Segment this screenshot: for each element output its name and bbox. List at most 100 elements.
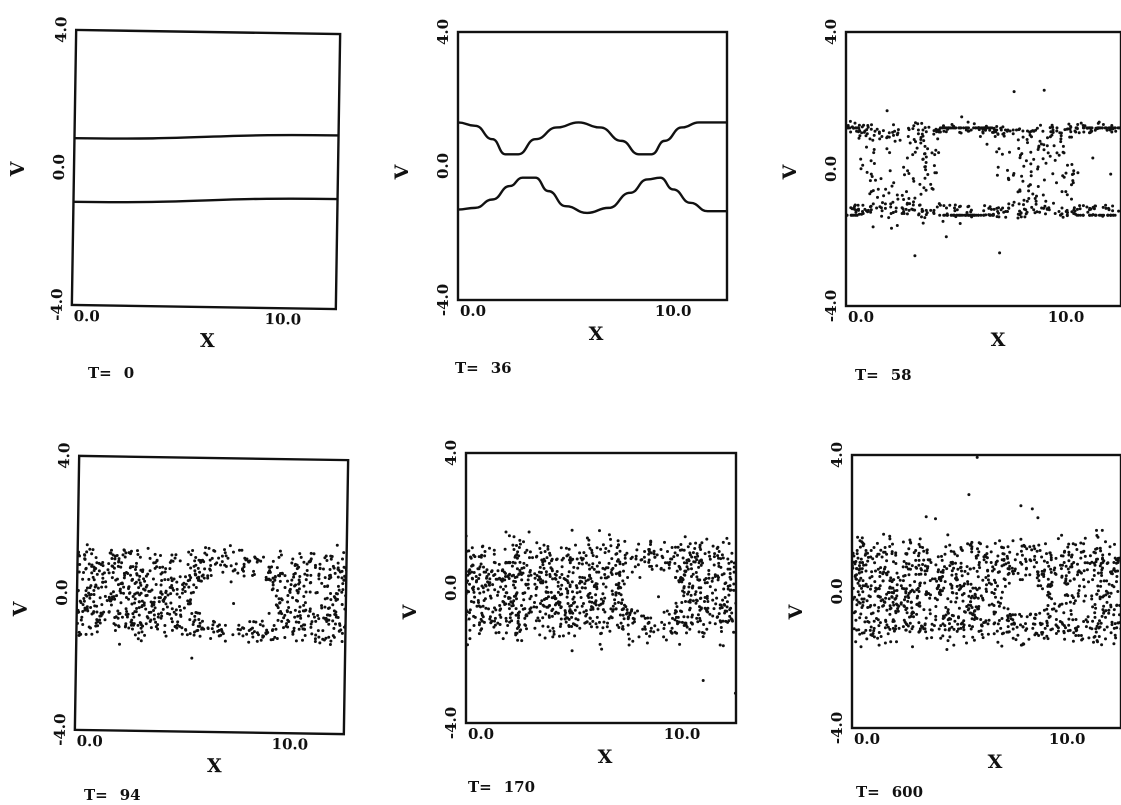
data-point [1077, 131, 1081, 135]
data-point [957, 616, 960, 620]
data-point [662, 610, 666, 614]
data-point [922, 549, 926, 553]
data-point [681, 589, 685, 593]
data-point [1094, 560, 1098, 564]
data-point [951, 591, 955, 595]
data-point [717, 556, 720, 560]
data-point [109, 599, 113, 603]
data-point [929, 208, 933, 212]
data-point [1103, 126, 1107, 130]
data-point [727, 542, 731, 545]
data-point [198, 570, 202, 574]
data-point [1079, 634, 1083, 637]
data-point [908, 538, 912, 542]
data-point [90, 571, 94, 575]
data-point [294, 639, 298, 643]
data-point [1091, 205, 1095, 209]
data-point [583, 576, 587, 580]
data-point [950, 586, 954, 590]
data-point [733, 691, 736, 695]
data-point [1074, 629, 1078, 633]
data-point [236, 627, 240, 631]
data-point [139, 568, 143, 572]
data-point [717, 550, 721, 553]
data-point [1055, 129, 1059, 133]
data-point [331, 603, 335, 607]
data-point [164, 591, 168, 595]
data-point [1094, 627, 1098, 631]
data-point [1079, 556, 1083, 560]
data-point [987, 126, 991, 130]
data-point [921, 157, 925, 161]
data-point [1024, 208, 1028, 212]
data-point [1024, 557, 1027, 561]
data-point [921, 563, 925, 566]
data-point [1001, 206, 1005, 210]
data-point [871, 225, 875, 229]
data-point [1011, 627, 1015, 631]
data-point [925, 569, 929, 573]
data-point [996, 584, 999, 588]
data-point [857, 136, 861, 140]
data-point [291, 557, 295, 561]
data-point [299, 616, 303, 620]
data-point [1101, 214, 1105, 218]
data-point [720, 553, 724, 557]
data-point [852, 586, 855, 590]
data-point [936, 137, 940, 141]
data-point [482, 620, 486, 624]
data-point [337, 588, 341, 592]
data-point [492, 548, 496, 552]
data-point [626, 632, 630, 636]
data-point [210, 627, 214, 631]
data-point [883, 546, 887, 549]
data-point [292, 575, 296, 579]
data-point [665, 609, 669, 613]
data-point [593, 600, 597, 604]
data-point [992, 592, 996, 595]
data-point [198, 621, 202, 625]
data-point [925, 551, 929, 555]
data-point [109, 603, 113, 607]
data-point [688, 627, 692, 631]
x-tick-label: 0.0 [77, 732, 103, 750]
data-point [876, 567, 880, 571]
data-point [496, 577, 499, 581]
data-point [1059, 137, 1063, 141]
data-point [277, 597, 281, 601]
data-point [977, 586, 981, 590]
data-point [872, 162, 876, 165]
data-point [936, 570, 940, 574]
data-point [722, 603, 726, 606]
data-point [891, 620, 895, 623]
data-point [242, 562, 246, 566]
data-point [1082, 620, 1086, 623]
data-point [515, 556, 519, 560]
data-point [721, 644, 725, 648]
data-point [917, 563, 921, 567]
data-point [1015, 128, 1018, 132]
data-point [1025, 547, 1029, 551]
data-point [926, 147, 930, 151]
data-point [1011, 203, 1015, 207]
data-point [860, 586, 863, 590]
data-point [291, 632, 295, 636]
data-point [886, 632, 890, 636]
data-point [918, 545, 922, 549]
data-point [970, 550, 974, 554]
data-point [979, 618, 983, 621]
data-point [137, 613, 141, 617]
data-point [181, 583, 185, 587]
data-point [302, 584, 306, 588]
data-point [884, 596, 888, 600]
data-point [286, 600, 290, 604]
data-point [153, 552, 157, 556]
data-point [940, 554, 943, 558]
data-point [944, 613, 948, 617]
data-point [514, 592, 518, 596]
data-point [337, 629, 341, 633]
data-point [1077, 634, 1081, 637]
data-point [1107, 208, 1111, 212]
data-point [929, 561, 933, 564]
data-point [640, 614, 644, 618]
